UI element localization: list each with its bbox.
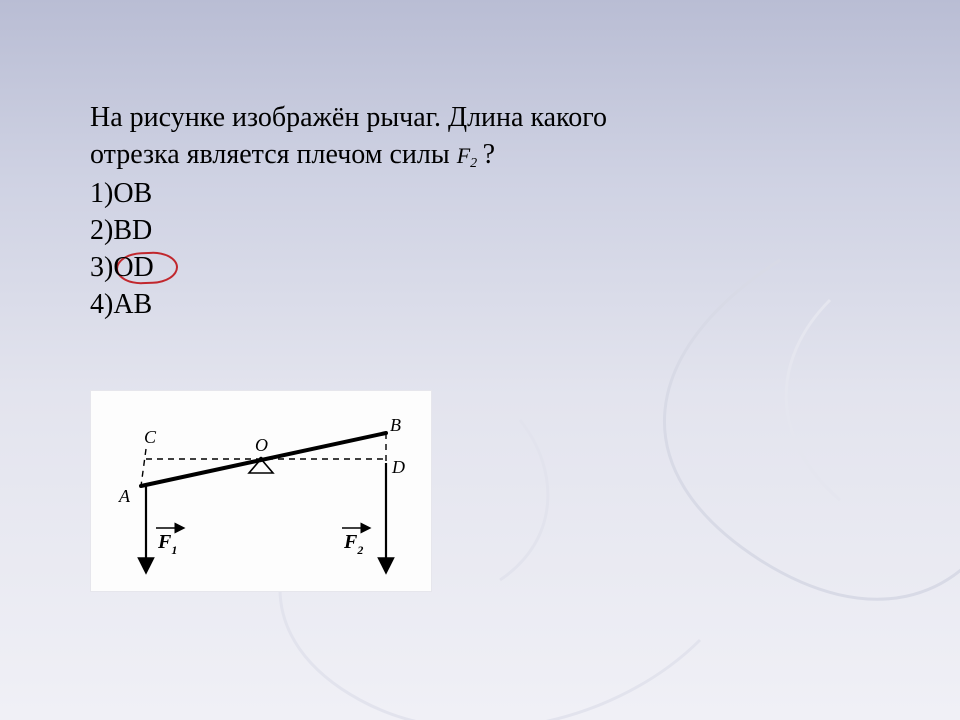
svg-text:A: A xyxy=(118,486,131,506)
option-3-label: 3)OD xyxy=(90,252,154,283)
option-4: 4)AB xyxy=(90,287,870,324)
question-line2-before: отрезка является плечом силы xyxy=(90,139,457,170)
option-2-label: 2)BD xyxy=(90,215,152,246)
question-line2: отрезка является плечом силы F2 ? xyxy=(90,137,870,174)
option-4-label: 4)AB xyxy=(90,289,152,320)
option-3: 3)OD xyxy=(90,250,870,287)
option-1: 1)OB xyxy=(90,176,870,213)
option-2: 2)BD xyxy=(90,213,870,250)
lever-diagram: C O B A D F1 F2 xyxy=(90,390,432,592)
svg-text:F2: F2 xyxy=(343,531,363,557)
symbol-f2: F2 xyxy=(457,143,483,168)
svg-text:D: D xyxy=(391,457,405,477)
symbol-f2-sub: 2 xyxy=(470,156,477,171)
slide: На рисунке изображён рычаг. Длина какого… xyxy=(0,0,960,720)
svg-text:F1: F1 xyxy=(157,531,177,557)
option-1-label: 1)OB xyxy=(90,178,152,209)
svg-text:C: C xyxy=(144,427,157,447)
symbol-f2-main: F xyxy=(457,143,470,168)
svg-text:B: B xyxy=(390,415,401,435)
question-block: На рисунке изображён рычаг. Длина какого… xyxy=(90,100,870,324)
question-line1: На рисунке изображён рычаг. Длина какого xyxy=(90,100,870,137)
question-line2-after: ? xyxy=(483,139,495,170)
svg-text:O: O xyxy=(255,435,268,455)
lever-diagram-svg: C O B A D F1 F2 xyxy=(91,391,431,591)
answer-options: 1)OB 2)BD 3)OD 4)AB xyxy=(90,176,870,324)
